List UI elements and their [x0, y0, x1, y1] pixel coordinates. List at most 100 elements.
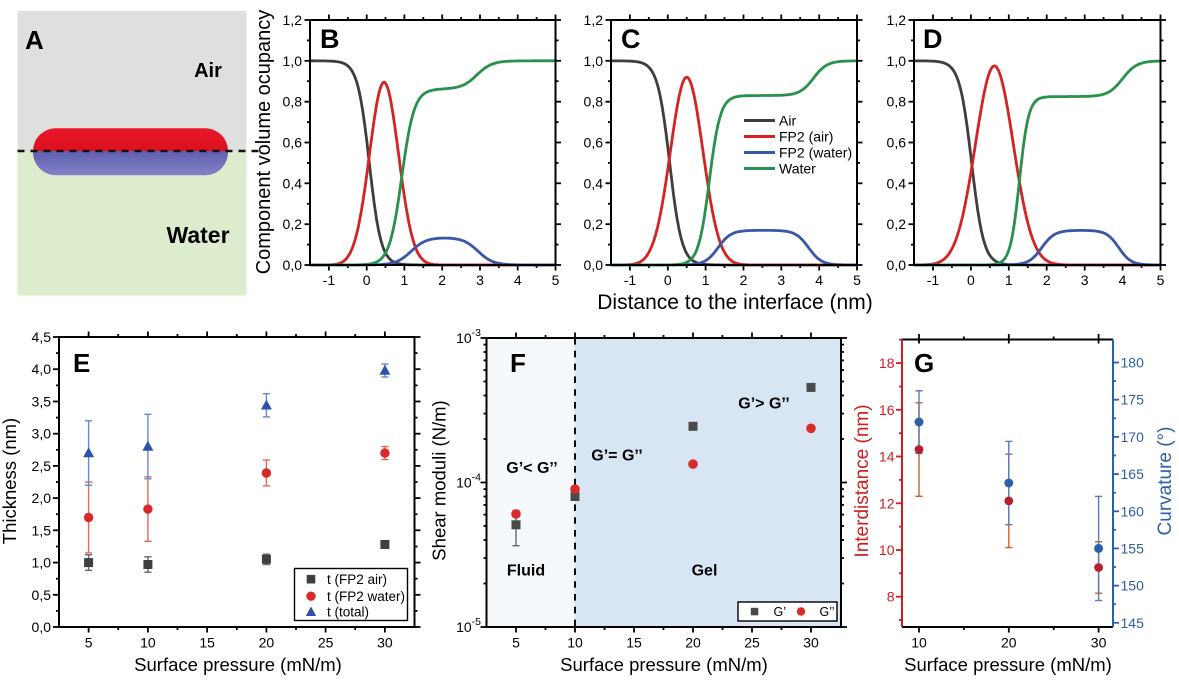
- svg-text:Distance to the interface (nm): Distance to the interface (nm): [597, 291, 872, 314]
- svg-text:1,0: 1,0: [584, 53, 604, 69]
- svg-text:20: 20: [685, 635, 701, 651]
- svg-text:C: C: [621, 24, 641, 54]
- svg-text:2,5: 2,5: [32, 458, 52, 474]
- svg-text:t (total): t (total): [327, 605, 369, 620]
- svg-text:-1: -1: [323, 272, 336, 288]
- svg-text:5: 5: [512, 635, 520, 651]
- svg-text:4: 4: [815, 272, 823, 288]
- svg-text:0: 0: [967, 272, 975, 288]
- svg-text:14: 14: [879, 449, 895, 465]
- svg-text:4: 4: [1119, 272, 1127, 288]
- svg-text:0,4: 0,4: [283, 175, 303, 191]
- svg-text:150: 150: [1121, 578, 1145, 594]
- svg-text:20: 20: [1001, 635, 1017, 651]
- svg-text:Shear moduli (N/m): Shear moduli (N/m): [429, 400, 450, 560]
- svg-text:Interdistance (nm): Interdistance (nm): [852, 404, 873, 557]
- svg-text:G’= G’’: G’= G’’: [591, 448, 642, 465]
- svg-text:25: 25: [744, 635, 760, 651]
- svg-text:30: 30: [1091, 635, 1107, 651]
- svg-text:t (FP2 air): t (FP2 air): [327, 572, 387, 587]
- svg-text:-1: -1: [927, 272, 940, 288]
- svg-text:0,6: 0,6: [887, 135, 907, 151]
- svg-text:180: 180: [1121, 355, 1145, 371]
- svg-text:3,5: 3,5: [32, 393, 52, 409]
- svg-text:0,4: 0,4: [887, 175, 907, 191]
- svg-text:0,8: 0,8: [283, 94, 303, 110]
- svg-text:15: 15: [199, 635, 215, 651]
- svg-text:5: 5: [853, 272, 861, 288]
- svg-text:4: 4: [514, 272, 522, 288]
- svg-text:3: 3: [1081, 272, 1089, 288]
- svg-text:0,4: 0,4: [584, 175, 604, 191]
- svg-text:30: 30: [377, 635, 393, 651]
- svg-text:20: 20: [259, 635, 275, 651]
- svg-text:-1: -1: [624, 272, 637, 288]
- svg-text:0,6: 0,6: [584, 135, 604, 151]
- svg-text:Component volume ocupancy: Component volume ocupancy: [253, 10, 275, 275]
- svg-text:3: 3: [476, 272, 484, 288]
- svg-text:Surface pressure (mN/m): Surface pressure (mN/m): [134, 654, 342, 675]
- svg-text:16: 16: [879, 402, 895, 418]
- svg-text:0,6: 0,6: [283, 135, 303, 151]
- svg-text:G’’: G’’: [820, 605, 835, 619]
- svg-text:t (FP2 water): t (FP2 water): [327, 589, 405, 604]
- svg-text:10: 10: [879, 542, 895, 558]
- svg-text:D: D: [923, 24, 943, 54]
- svg-text:10: 10: [567, 635, 583, 651]
- svg-text:G: G: [914, 348, 934, 378]
- svg-text:0,8: 0,8: [584, 94, 604, 110]
- svg-text:18: 18: [879, 355, 895, 371]
- svg-text:0,5: 0,5: [32, 587, 52, 603]
- svg-text:5: 5: [85, 635, 93, 651]
- svg-text:5: 5: [552, 272, 560, 288]
- svg-text:0,2: 0,2: [887, 216, 907, 232]
- svg-text:Water: Water: [166, 222, 229, 248]
- svg-text:0: 0: [664, 272, 672, 288]
- svg-text:2,0: 2,0: [32, 490, 52, 506]
- svg-text:1,2: 1,2: [887, 12, 907, 28]
- svg-text:3: 3: [777, 272, 785, 288]
- svg-text:E: E: [73, 348, 90, 378]
- svg-text:30: 30: [803, 635, 819, 651]
- svg-text:0,2: 0,2: [283, 216, 303, 232]
- svg-text:Thickness (nm): Thickness (nm): [0, 418, 20, 544]
- svg-text:0,8: 0,8: [887, 94, 907, 110]
- svg-text:Surface pressure (mN/m): Surface pressure (mN/m): [560, 654, 768, 675]
- svg-text:3,0: 3,0: [32, 426, 52, 442]
- svg-text:G’: G’: [774, 605, 787, 619]
- svg-text:1,0: 1,0: [32, 555, 52, 571]
- svg-text:B: B: [320, 24, 340, 54]
- svg-text:1,2: 1,2: [283, 12, 303, 28]
- svg-text:1,0: 1,0: [887, 53, 907, 69]
- svg-text:Fluid: Fluid: [507, 563, 545, 580]
- svg-text:F: F: [510, 348, 526, 378]
- svg-text:10: 10: [140, 635, 156, 651]
- svg-text:0: 0: [363, 272, 371, 288]
- svg-text:Air: Air: [194, 60, 222, 82]
- svg-text:170: 170: [1121, 429, 1145, 445]
- svg-text:G’< G’’: G’< G’’: [506, 460, 557, 477]
- svg-text:15: 15: [626, 635, 642, 651]
- svg-text:A: A: [25, 25, 44, 55]
- svg-text:1,0: 1,0: [283, 53, 303, 69]
- svg-text:G’> G’’: G’> G’’: [738, 396, 789, 413]
- svg-text:0,2: 0,2: [584, 216, 604, 232]
- svg-text:12: 12: [879, 495, 895, 511]
- svg-text:0,0: 0,0: [283, 257, 303, 273]
- svg-text:4,5: 4,5: [32, 329, 52, 345]
- svg-text:1: 1: [1005, 272, 1013, 288]
- svg-text:FP2 (water): FP2 (water): [779, 145, 852, 161]
- svg-text:FP2 (air): FP2 (air): [779, 129, 833, 145]
- svg-text:1: 1: [401, 272, 409, 288]
- svg-text:Curvature (°): Curvature (°): [1155, 427, 1176, 536]
- svg-text:0,0: 0,0: [887, 257, 907, 273]
- svg-text:1,2: 1,2: [584, 12, 604, 28]
- svg-text:160: 160: [1121, 503, 1145, 519]
- svg-text:175: 175: [1121, 392, 1145, 408]
- svg-text:2: 2: [740, 272, 748, 288]
- svg-text:25: 25: [318, 635, 334, 651]
- svg-text:Air: Air: [779, 113, 796, 129]
- svg-text:155: 155: [1121, 540, 1145, 556]
- svg-text:5: 5: [1157, 272, 1165, 288]
- svg-text:10: 10: [911, 635, 927, 651]
